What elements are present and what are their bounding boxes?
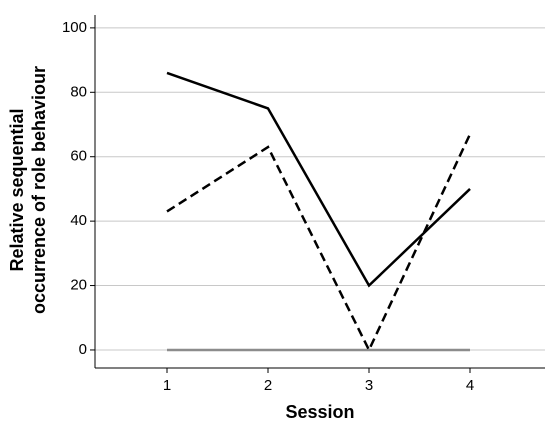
y-tick-label: 0 [79,341,87,358]
x-tick-label: 4 [466,377,474,394]
y-axis-title: Relative sequential occurrence of role b… [7,66,49,314]
x-tick-label: 3 [365,377,373,394]
x-tick-label: 1 [163,377,171,394]
x-tick-label: 2 [264,377,272,394]
y-tick-label: 100 [62,19,87,36]
y-axis-title-line: Relative sequential [7,108,27,271]
x-axis-title: Session [285,402,354,422]
y-tick-label: 80 [70,83,87,100]
series-line [166,133,472,353]
y-tick-label: 20 [70,277,87,294]
series-line [166,71,471,288]
y-tick-label: 60 [70,148,87,165]
y-tick-label: 40 [70,212,87,229]
y-axis-title-line: occurrence of role behaviour [29,66,49,314]
